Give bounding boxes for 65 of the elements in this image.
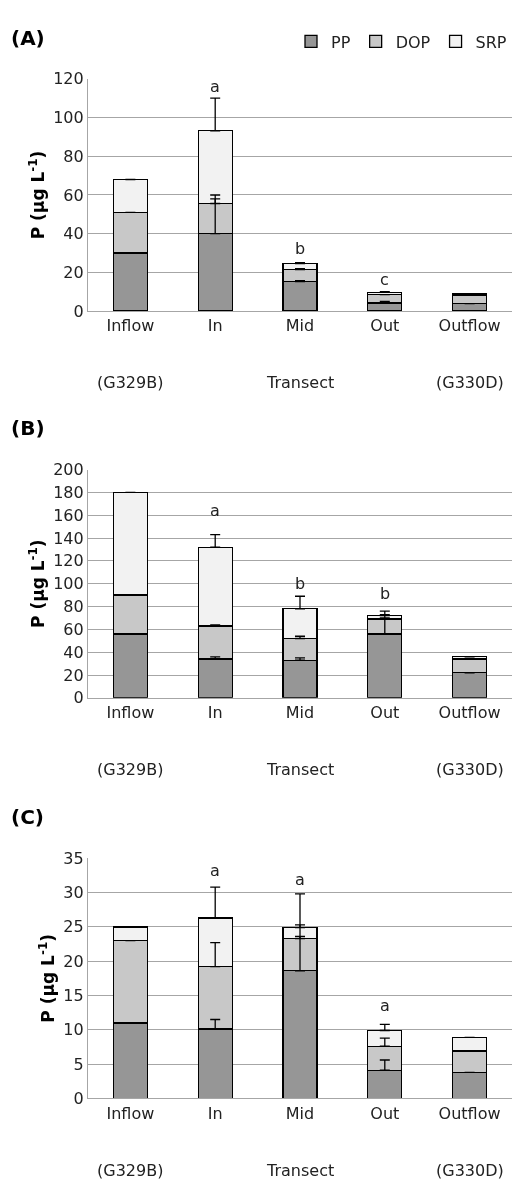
- text: Transect: [266, 373, 335, 392]
- y-tick-label: 35: [63, 848, 84, 868]
- annotation: a: [210, 501, 220, 520]
- y-tick-label: 20: [63, 951, 84, 971]
- x-tick-label: Out: [370, 1103, 400, 1123]
- y-tick-label: 0: [73, 301, 84, 321]
- y-tick-label: 80: [63, 146, 84, 166]
- annotation: b: [295, 574, 306, 593]
- y-tick-label: 140: [53, 528, 84, 548]
- y-tick-label: 60: [63, 185, 84, 205]
- y-tick-label: 100: [53, 574, 84, 594]
- x-tick-label: In: [207, 703, 223, 723]
- text: (G329B): [97, 1161, 164, 1180]
- y-tick-label: 30: [63, 883, 84, 903]
- y-tick-label: 80: [63, 597, 84, 617]
- text: (G330D): [436, 1161, 504, 1180]
- x-tick-label: Out: [370, 316, 400, 336]
- legend-label: DOP: [395, 32, 431, 52]
- chart-title: (A): [11, 26, 45, 50]
- x-tick-label: Inflow: [106, 316, 155, 336]
- y-tick-label: 40: [63, 642, 84, 662]
- y-tick-label: 10: [63, 1020, 84, 1040]
- y-tick-label: 160: [53, 505, 84, 525]
- text: (G330D): [436, 760, 504, 779]
- text: (G330D): [436, 373, 504, 392]
- text: (G329B): [97, 760, 164, 779]
- y-tick-label: 40: [63, 224, 84, 244]
- y-tick-label: 180: [53, 482, 84, 502]
- annotation: b: [380, 584, 391, 603]
- x-tick-label: Outflow: [438, 1103, 501, 1123]
- y-tick-label: 0: [73, 688, 84, 708]
- y-tick-label: 25: [63, 917, 84, 937]
- text: Transect: [266, 760, 335, 779]
- text: Transect: [266, 1161, 335, 1180]
- y-tick-label: 15: [63, 986, 84, 1006]
- x-tick-label: Inflow: [106, 703, 155, 723]
- annotation: a: [380, 996, 390, 1015]
- annotation: a: [210, 861, 220, 880]
- x-tick-label: In: [207, 1103, 223, 1123]
- chart-title: (B): [11, 416, 45, 440]
- legend-label: SRP: [475, 32, 507, 52]
- y-tick-label: 60: [63, 619, 84, 639]
- x-tick-label: Mid: [285, 1103, 315, 1123]
- x-tick-label: Mid: [285, 316, 315, 336]
- y-tick-label: 200: [53, 460, 84, 480]
- x-tick-label: Out: [370, 703, 400, 723]
- annotation: a: [210, 77, 220, 96]
- legend-label: PP: [331, 32, 351, 52]
- annotation: c: [380, 270, 389, 289]
- annotation: b: [295, 239, 306, 258]
- y-tick-label: 20: [63, 263, 84, 283]
- y-tick-label: 20: [63, 665, 84, 685]
- y-tick-label: 120: [53, 551, 84, 571]
- x-tick-label: Mid: [285, 703, 315, 723]
- text: (G329B): [97, 373, 164, 392]
- x-tick-label: In: [207, 316, 223, 336]
- annotation: a: [295, 870, 305, 889]
- y-tick-label: 100: [53, 108, 84, 128]
- y-tick-label: 0: [73, 1089, 84, 1108]
- y-tick-label: 5: [73, 1054, 84, 1074]
- chart-title: (C): [11, 805, 44, 829]
- x-tick-label: Inflow: [106, 1103, 155, 1123]
- x-tick-label: Outflow: [438, 703, 501, 723]
- y-tick-label: 120: [53, 69, 84, 89]
- x-tick-label: Outflow: [438, 316, 501, 336]
